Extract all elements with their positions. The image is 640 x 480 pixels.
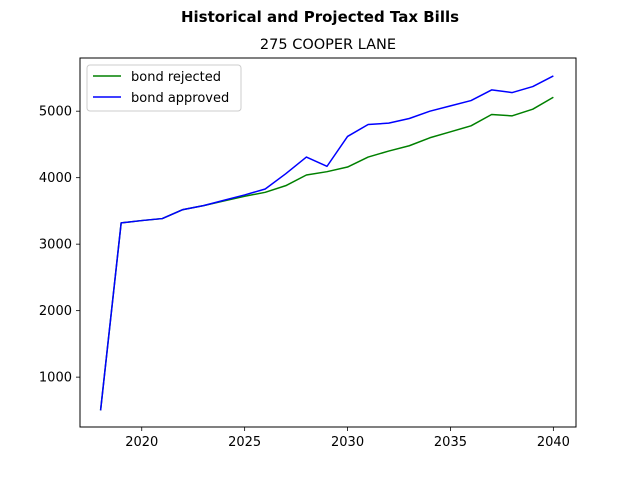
- y-tick-label: 5000: [39, 105, 72, 120]
- axes-background: [80, 58, 576, 427]
- y-tick-label: 2000: [39, 304, 72, 319]
- x-tick-label: 2035: [434, 435, 467, 450]
- legend-label-bond-rejected: bond rejected: [131, 70, 221, 85]
- chart-subtitle: 275 COOPER LANE: [260, 37, 396, 53]
- legend-box: [86, 64, 242, 112]
- y-tick-label: 3000: [39, 238, 72, 253]
- y-axis-ticks: 1000 2000 3000 4000 5000: [39, 105, 80, 386]
- plot-area: 2020 2025 2030 2035 2040 1000 2000 3000 4000 500…: [39, 57, 577, 450]
- axes-frame: [79, 57, 577, 428]
- y-tick-label: 4000: [39, 171, 72, 186]
- x-tick-label: 2030: [331, 435, 364, 450]
- x-tick-label: 2025: [228, 435, 261, 450]
- x-tick-label: 2040: [537, 435, 570, 450]
- legend: bond rejected bond approved: [86, 64, 242, 112]
- x-tick-label: 2020: [125, 435, 158, 450]
- series-layer: [99, 75, 554, 411]
- chart-title: Historical and Projected Tax Bills: [181, 8, 459, 26]
- y-tick-label: 1000: [39, 371, 72, 386]
- series-line-bond-approved: [99, 75, 554, 411]
- legend-label-bond-approved: bond approved: [131, 91, 229, 106]
- x-axis-ticks: 2020 2025 2030 2035 2040: [125, 427, 570, 450]
